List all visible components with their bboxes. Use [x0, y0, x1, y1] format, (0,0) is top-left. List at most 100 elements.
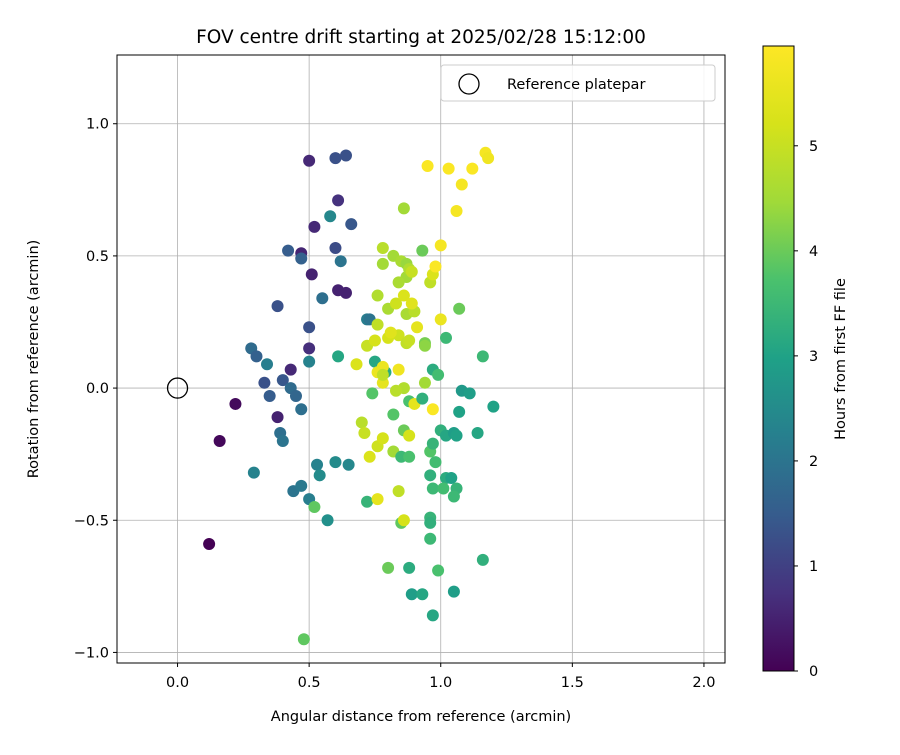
colorbar-gradient — [762, 45, 795, 672]
reference-platepar-marker — [166, 377, 189, 399]
data-point — [350, 358, 363, 371]
data-point — [271, 300, 284, 313]
data-point — [289, 390, 302, 403]
data-point — [261, 358, 274, 371]
data-point — [387, 408, 400, 421]
x-tick-label: 2.0 — [692, 675, 715, 691]
data-point — [361, 495, 374, 508]
data-point — [339, 149, 352, 162]
data-point — [282, 244, 295, 257]
data-point — [303, 342, 316, 355]
data-point — [284, 363, 297, 376]
colorbar-tick-label: 3 — [809, 349, 818, 365]
data-point — [416, 244, 429, 257]
chart-title: FOV centre drift starting at 2025/02/28 … — [196, 27, 646, 48]
data-point — [332, 194, 345, 207]
y-tick-label: 0.5 — [86, 249, 109, 265]
y-tick-label: 1.0 — [86, 117, 109, 133]
colorbar-tick-label: 4 — [809, 244, 818, 260]
data-point — [339, 286, 352, 299]
data-point — [303, 154, 316, 167]
data-point — [258, 376, 271, 389]
data-point — [429, 260, 442, 273]
data-point — [297, 633, 310, 646]
data-point — [334, 255, 347, 268]
data-point — [316, 292, 329, 305]
data-point — [403, 450, 416, 463]
data-point — [421, 160, 434, 173]
data-point — [392, 485, 405, 498]
data-point — [437, 482, 450, 495]
data-point — [397, 202, 410, 215]
data-point — [447, 585, 460, 598]
data-point — [424, 469, 437, 482]
data-point — [424, 516, 437, 529]
data-point — [411, 321, 424, 334]
x-axis-ticks: 0.0 0.5 1.0 1.5 2.0 — [166, 663, 715, 691]
data-point — [416, 588, 429, 601]
y-axis-ticks: −1.0 −0.5 0.0 0.5 1.0 — [74, 117, 117, 661]
reference-marker-layer — [166, 377, 189, 399]
data-point — [397, 514, 410, 527]
data-point — [229, 397, 242, 410]
data-point — [434, 239, 447, 252]
y-axis-label: Rotation from reference (arcmin) — [26, 240, 42, 479]
data-point — [466, 162, 479, 175]
x-tick-label: 1.5 — [561, 675, 584, 691]
data-point — [403, 334, 416, 347]
data-point — [405, 265, 418, 278]
data-point — [440, 331, 453, 344]
data-point — [363, 450, 376, 463]
data-point — [342, 458, 355, 471]
data-point — [447, 490, 460, 503]
colorbar-tick-label: 0 — [809, 664, 818, 680]
y-tick-label: 0.0 — [86, 381, 109, 397]
x-axis-label: Angular distance from reference (arcmin) — [271, 709, 571, 725]
data-point — [358, 427, 371, 440]
plot-frame — [116, 54, 726, 664]
data-point — [405, 297, 418, 310]
data-points — [203, 146, 500, 646]
data-point — [332, 350, 345, 363]
data-point — [276, 374, 289, 387]
data-point — [432, 564, 445, 577]
data-point — [376, 368, 389, 381]
data-point — [403, 561, 416, 574]
data-point — [432, 368, 445, 381]
grid — [117, 55, 725, 663]
data-point — [203, 538, 216, 551]
data-point — [426, 482, 439, 495]
data-point — [295, 252, 308, 265]
data-point — [453, 302, 466, 315]
data-point — [453, 405, 466, 418]
colorbar-tick-label: 1 — [809, 559, 818, 575]
data-point — [371, 289, 384, 302]
data-point — [476, 553, 489, 566]
data-point — [247, 466, 260, 479]
data-point — [450, 204, 463, 217]
data-point — [329, 152, 342, 165]
data-point — [366, 387, 379, 400]
data-point — [376, 241, 389, 254]
data-point — [482, 152, 495, 165]
colorbar-tick-label: 5 — [809, 139, 818, 155]
data-point — [397, 289, 410, 302]
data-point — [476, 350, 489, 363]
data-point — [295, 403, 308, 416]
data-point — [445, 471, 458, 484]
data-point — [276, 434, 289, 447]
y-tick-label: −1.0 — [74, 645, 109, 661]
data-point — [418, 376, 431, 389]
data-point — [250, 350, 263, 363]
data-point — [384, 326, 397, 339]
data-point — [329, 241, 342, 254]
data-point — [455, 178, 468, 191]
data-point — [355, 416, 368, 429]
data-point — [321, 514, 334, 527]
data-point — [392, 276, 405, 289]
data-point — [426, 609, 439, 622]
colorbar: 0 1 2 3 4 5 Hours from first FF file — [762, 45, 849, 680]
data-point — [418, 339, 431, 352]
data-point — [376, 257, 389, 270]
